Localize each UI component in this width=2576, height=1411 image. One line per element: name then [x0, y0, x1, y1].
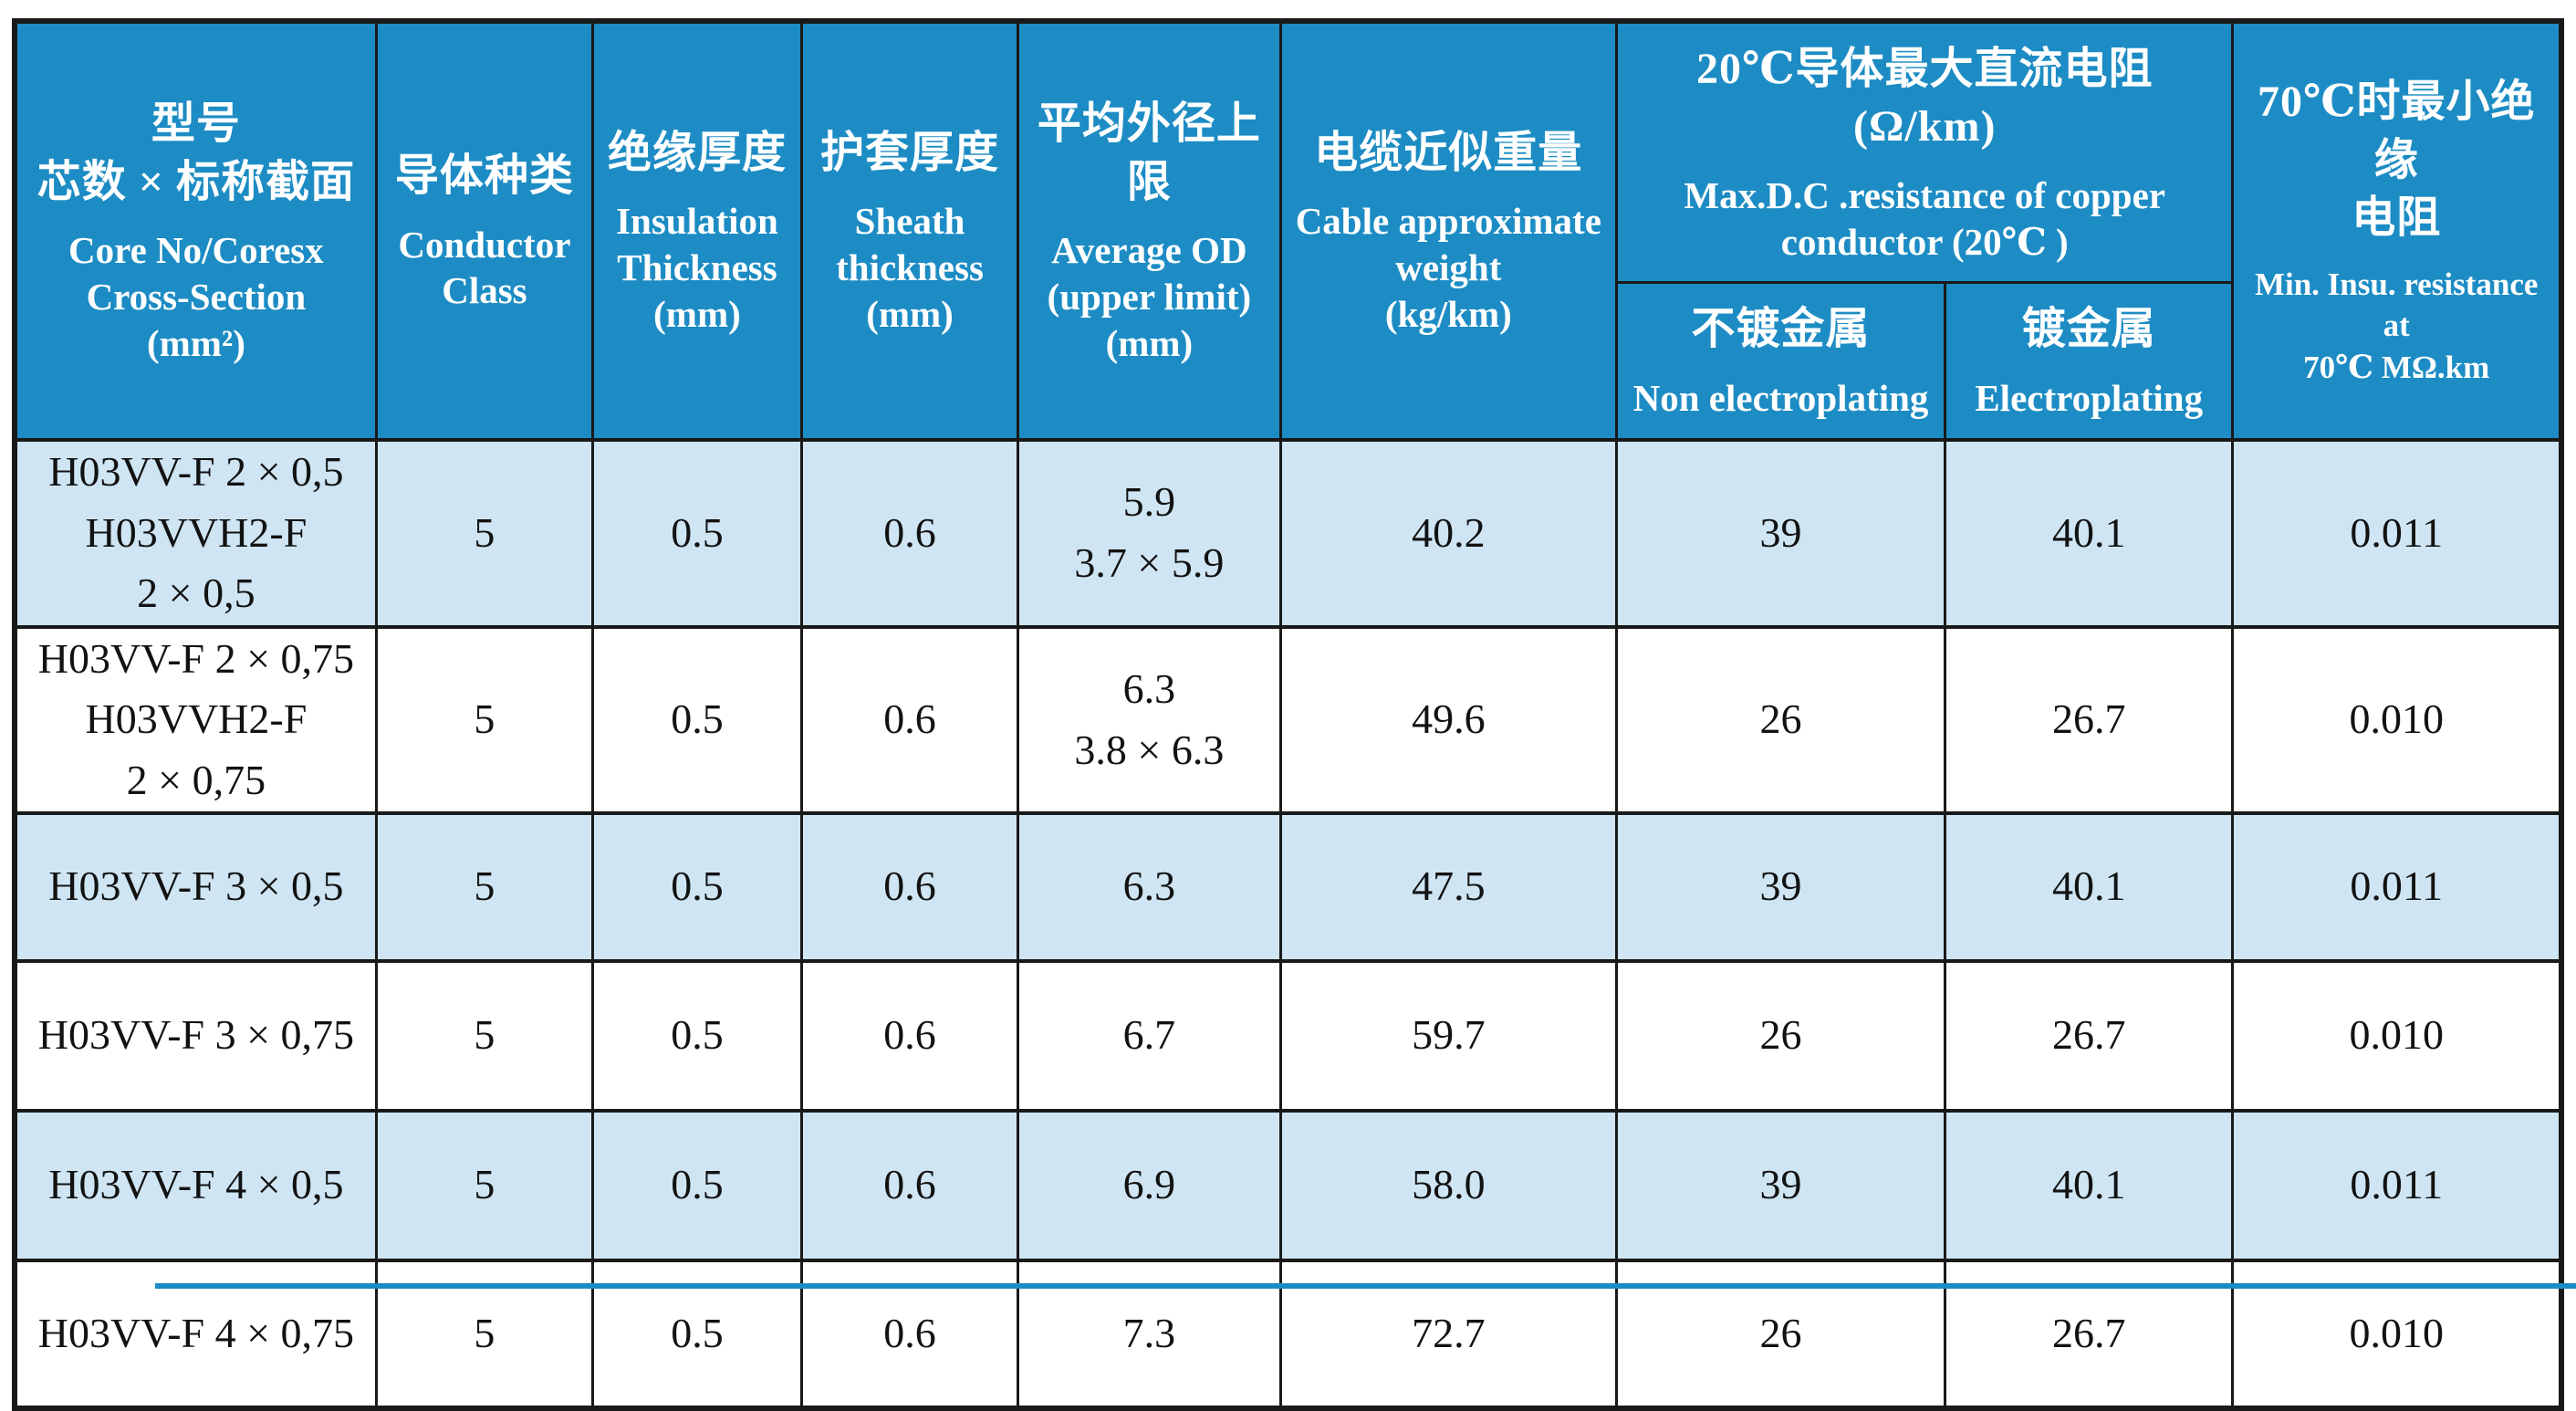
cell-non-electroplating: 26: [1615, 1258, 1947, 1410]
header-min-insulation-resistance-zh: 70℃时最小绝缘 电阻: [2257, 78, 2536, 243]
cell-sheath: 0.6: [799, 958, 1020, 1113]
header-min-insulation-resistance: 70℃时最小绝缘 电阻 Min. Insu. resistance at 70℃…: [2231, 19, 2563, 442]
header-average-od-zh: 平均外径上限: [1037, 99, 1261, 206]
cell-sheath: 0.6: [799, 810, 1020, 963]
cell-average-od: 5.9 3.7 × 5.9: [1017, 437, 1282, 629]
header-sheath-thickness-en: Sheath thickness (mm): [836, 200, 984, 335]
header-average-od-en: Average OD (upper limit) (mm): [1047, 228, 1252, 364]
cell-non-electroplating: 26: [1615, 624, 1947, 815]
header-conductor-class-en: Conductor Class: [398, 223, 571, 312]
page-bottom-rule: [155, 1283, 2576, 1289]
cell-insulation: 0.5: [591, 437, 803, 629]
cell-min-insulation: 0.011: [2231, 437, 2563, 629]
cell-min-insulation: 0.011: [2231, 1108, 2563, 1262]
cell-sheath: 0.6: [799, 1108, 1020, 1262]
header-sheath-thickness: 护套厚度 Sheath thickness (mm): [799, 19, 1020, 442]
cell-conductor-class: 5: [374, 810, 595, 963]
cell-insulation: 0.5: [591, 624, 803, 815]
table-row: H03VV-F 2 × 0,75 H03VVH2-F 2 × 0,75 5 0.…: [13, 624, 2563, 815]
header-row-2: 不镀金属 Non electroplating 镀金属 Electroplati…: [15, 281, 2561, 442]
cell-insulation: 0.5: [591, 958, 803, 1113]
header-cable-weight: 电缆近似重量 Cable approximate weight (kg/km): [1278, 19, 1619, 442]
cell-average-od: 6.9: [1017, 1108, 1282, 1262]
table-body: H03VV-F 2 × 0,5 H03VVH2-F 2 × 0,5 5 0.5 …: [13, 437, 2563, 1410]
cell-model: H03VV-F 2 × 0,75 H03VVH2-F 2 × 0,75: [13, 624, 378, 815]
table-header: 型号 芯数 × 标称截面 Core No/Coresx Cross-Sectio…: [13, 19, 2563, 442]
cell-average-od: 6.7: [1017, 958, 1282, 1113]
cell-model: H03VV-F 3 × 0,75: [13, 958, 378, 1113]
cell-weight: 47.5: [1278, 810, 1619, 963]
cell-insulation: 0.5: [591, 1258, 803, 1410]
header-insulation-thickness: 绝缘厚度 Insulation Thickness (mm): [591, 19, 803, 442]
cable-spec-table: 型号 芯数 × 标称截面 Core No/Coresx Cross-Sectio…: [12, 18, 2564, 1411]
cell-sheath: 0.6: [799, 624, 1020, 815]
cell-min-insulation: 0.010: [2231, 624, 2563, 815]
header-model-zh: 型号 芯数 × 标称截面: [37, 99, 356, 206]
header-cable-weight-zh: 电缆近似重量: [1314, 128, 1583, 177]
cell-electroplating: 40.1: [1944, 437, 2235, 629]
header-average-od: 平均外径上限 Average OD (upper limit) (mm): [1017, 19, 1282, 442]
cell-average-od: 6.3 3.8 × 6.3: [1017, 624, 1282, 815]
table-row: H03VV-F 3 × 0,5 5 0.5 0.6 6.3 47.5 39 40…: [13, 810, 2563, 963]
cell-conductor-class: 5: [374, 958, 595, 1113]
header-min-insulation-resistance-en: Min. Insu. resistance at 70℃ MΩ.km: [2254, 266, 2539, 385]
cell-model: H03VV-F 4 × 0,5: [13, 1108, 378, 1262]
header-non-electroplating-zh: 不镀金属: [1691, 305, 1871, 354]
cell-non-electroplating: 39: [1615, 1108, 1947, 1262]
cell-average-od: 6.3: [1017, 810, 1282, 963]
cell-non-electroplating: 26: [1615, 958, 1947, 1113]
header-electroplating-en: Electroplating: [1975, 376, 2204, 419]
cell-model: H03VV-F 4 × 0,75: [13, 1258, 378, 1410]
table-row: H03VV-F 2 × 0,5 H03VVH2-F 2 × 0,5 5 0.5 …: [13, 437, 2563, 629]
header-insulation-thickness-en: Insulation Thickness (mm): [616, 200, 778, 335]
header-electroplating: 镀金属 Electroplating: [1944, 281, 2235, 442]
cell-insulation: 0.5: [591, 1108, 803, 1262]
cell-weight: 59.7: [1278, 958, 1619, 1113]
table-row: H03VV-F 4 × 0,5 5 0.5 0.6 6.9 58.0 39 40…: [13, 1108, 2563, 1262]
cell-weight: 40.2: [1278, 437, 1619, 629]
cell-non-electroplating: 39: [1615, 810, 1947, 963]
cell-electroplating: 26.7: [1944, 624, 2235, 815]
cell-electroplating: 40.1: [1944, 1108, 2235, 1262]
header-row-1: 型号 芯数 × 标称截面 Core No/Coresx Cross-Sectio…: [13, 19, 2563, 442]
table-row: H03VV-F 3 × 0,75 5 0.5 0.6 6.7 59.7 26 2…: [13, 958, 2563, 1113]
cell-min-insulation: 0.010: [2231, 958, 2563, 1113]
cell-sheath: 0.6: [799, 437, 1020, 629]
header-dc-resistance-group-zh: 20℃导体最大直流电阻 (Ω/km): [1695, 45, 2154, 152]
cell-model: H03VV-F 2 × 0,5 H03VVH2-F 2 × 0,5: [13, 437, 378, 629]
header-cable-weight-en: Cable approximate weight (kg/km): [1295, 200, 1601, 335]
cell-min-insulation: 0.011: [2231, 810, 2563, 963]
cell-insulation: 0.5: [591, 810, 803, 963]
table-row: H03VV-F 4 × 0,75 5 0.5 0.6 7.3 72.7 26 2…: [13, 1258, 2563, 1410]
header-non-electroplating-en: Non electroplating: [1632, 376, 1929, 419]
header-electroplating-zh: 镀金属: [2021, 305, 2156, 354]
header-insulation-thickness-zh: 绝缘厚度: [607, 128, 787, 177]
header-model-en: Core No/Coresx Cross-Section (mm²): [68, 228, 324, 364]
cell-conductor-class: 5: [374, 624, 595, 815]
cell-conductor-class: 5: [374, 437, 595, 629]
cell-weight: 58.0: [1278, 1108, 1619, 1262]
spec-sheet: 型号 芯数 × 标称截面 Core No/Coresx Cross-Sectio…: [12, 18, 2564, 1411]
cell-sheath: 0.6: [799, 1258, 1020, 1410]
header-model: 型号 芯数 × 标称截面 Core No/Coresx Cross-Sectio…: [13, 19, 378, 442]
cell-electroplating: 26.7: [1944, 1258, 2235, 1410]
cell-weight: 49.6: [1278, 624, 1619, 815]
cell-electroplating: 26.7: [1944, 958, 2235, 1113]
cell-weight: 72.7: [1278, 1258, 1619, 1410]
header-dc-resistance-group-en: Max.D.C .resistance of copper conductor …: [1684, 173, 2165, 263]
header-conductor-class: 导体种类 Conductor Class: [374, 19, 595, 442]
cell-electroplating: 40.1: [1944, 810, 2235, 963]
cell-conductor-class: 5: [374, 1258, 595, 1410]
cell-average-od: 7.3: [1017, 1258, 1282, 1410]
cell-conductor-class: 5: [374, 1108, 595, 1262]
cell-min-insulation: 0.010: [2231, 1258, 2563, 1410]
cell-model: H03VV-F 3 × 0,5: [13, 810, 378, 963]
header-conductor-class-zh: 导体种类: [394, 152, 574, 201]
header-non-electroplating: 不镀金属 Non electroplating: [1615, 281, 1947, 442]
header-dc-resistance-group: 20℃导体最大直流电阻 (Ω/km) Max.D.C .resistance o…: [1615, 19, 2235, 285]
header-sheath-thickness-zh: 护套厚度: [820, 128, 1000, 177]
cell-non-electroplating: 39: [1615, 437, 1947, 629]
